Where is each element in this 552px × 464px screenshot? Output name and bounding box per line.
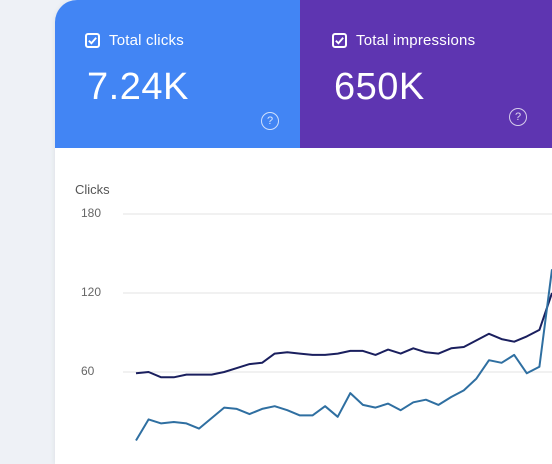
metric-row: Total clicks 7.24K ? Total impressions 6… — [55, 0, 552, 148]
total-impressions-label: Total impressions — [356, 32, 476, 49]
total-impressions-value: 650K — [334, 66, 425, 108]
total-clicks-tile[interactable]: Total clicks 7.24K ? — [55, 0, 300, 148]
total-clicks-value: 7.24K — [87, 66, 189, 108]
series-line-1 — [135, 269, 552, 442]
chart-svg — [123, 213, 552, 442]
y-tick-label: 60 — [81, 364, 95, 378]
performance-card: Total clicks 7.24K ? Total impressions 6… — [55, 0, 552, 464]
total-clicks-label-row: Total clicks — [85, 32, 184, 49]
help-circle-icon[interactable]: ? — [509, 108, 527, 126]
y-tick-label: 180 — [81, 206, 102, 220]
performance-chart: Clicks 180 120 60 — [55, 148, 552, 464]
total-clicks-label: Total clicks — [109, 32, 184, 49]
checkbox-icon[interactable] — [85, 33, 100, 48]
help-circle-icon[interactable]: ? — [261, 112, 279, 130]
total-impressions-tile[interactable]: Total impressions 650K ? — [300, 0, 552, 148]
y-tick-label: 120 — [81, 285, 102, 299]
y-axis-label: Clicks — [75, 182, 110, 197]
checkbox-icon[interactable] — [332, 33, 347, 48]
total-impressions-label-row: Total impressions — [332, 32, 475, 49]
series-line-0 — [135, 292, 552, 379]
